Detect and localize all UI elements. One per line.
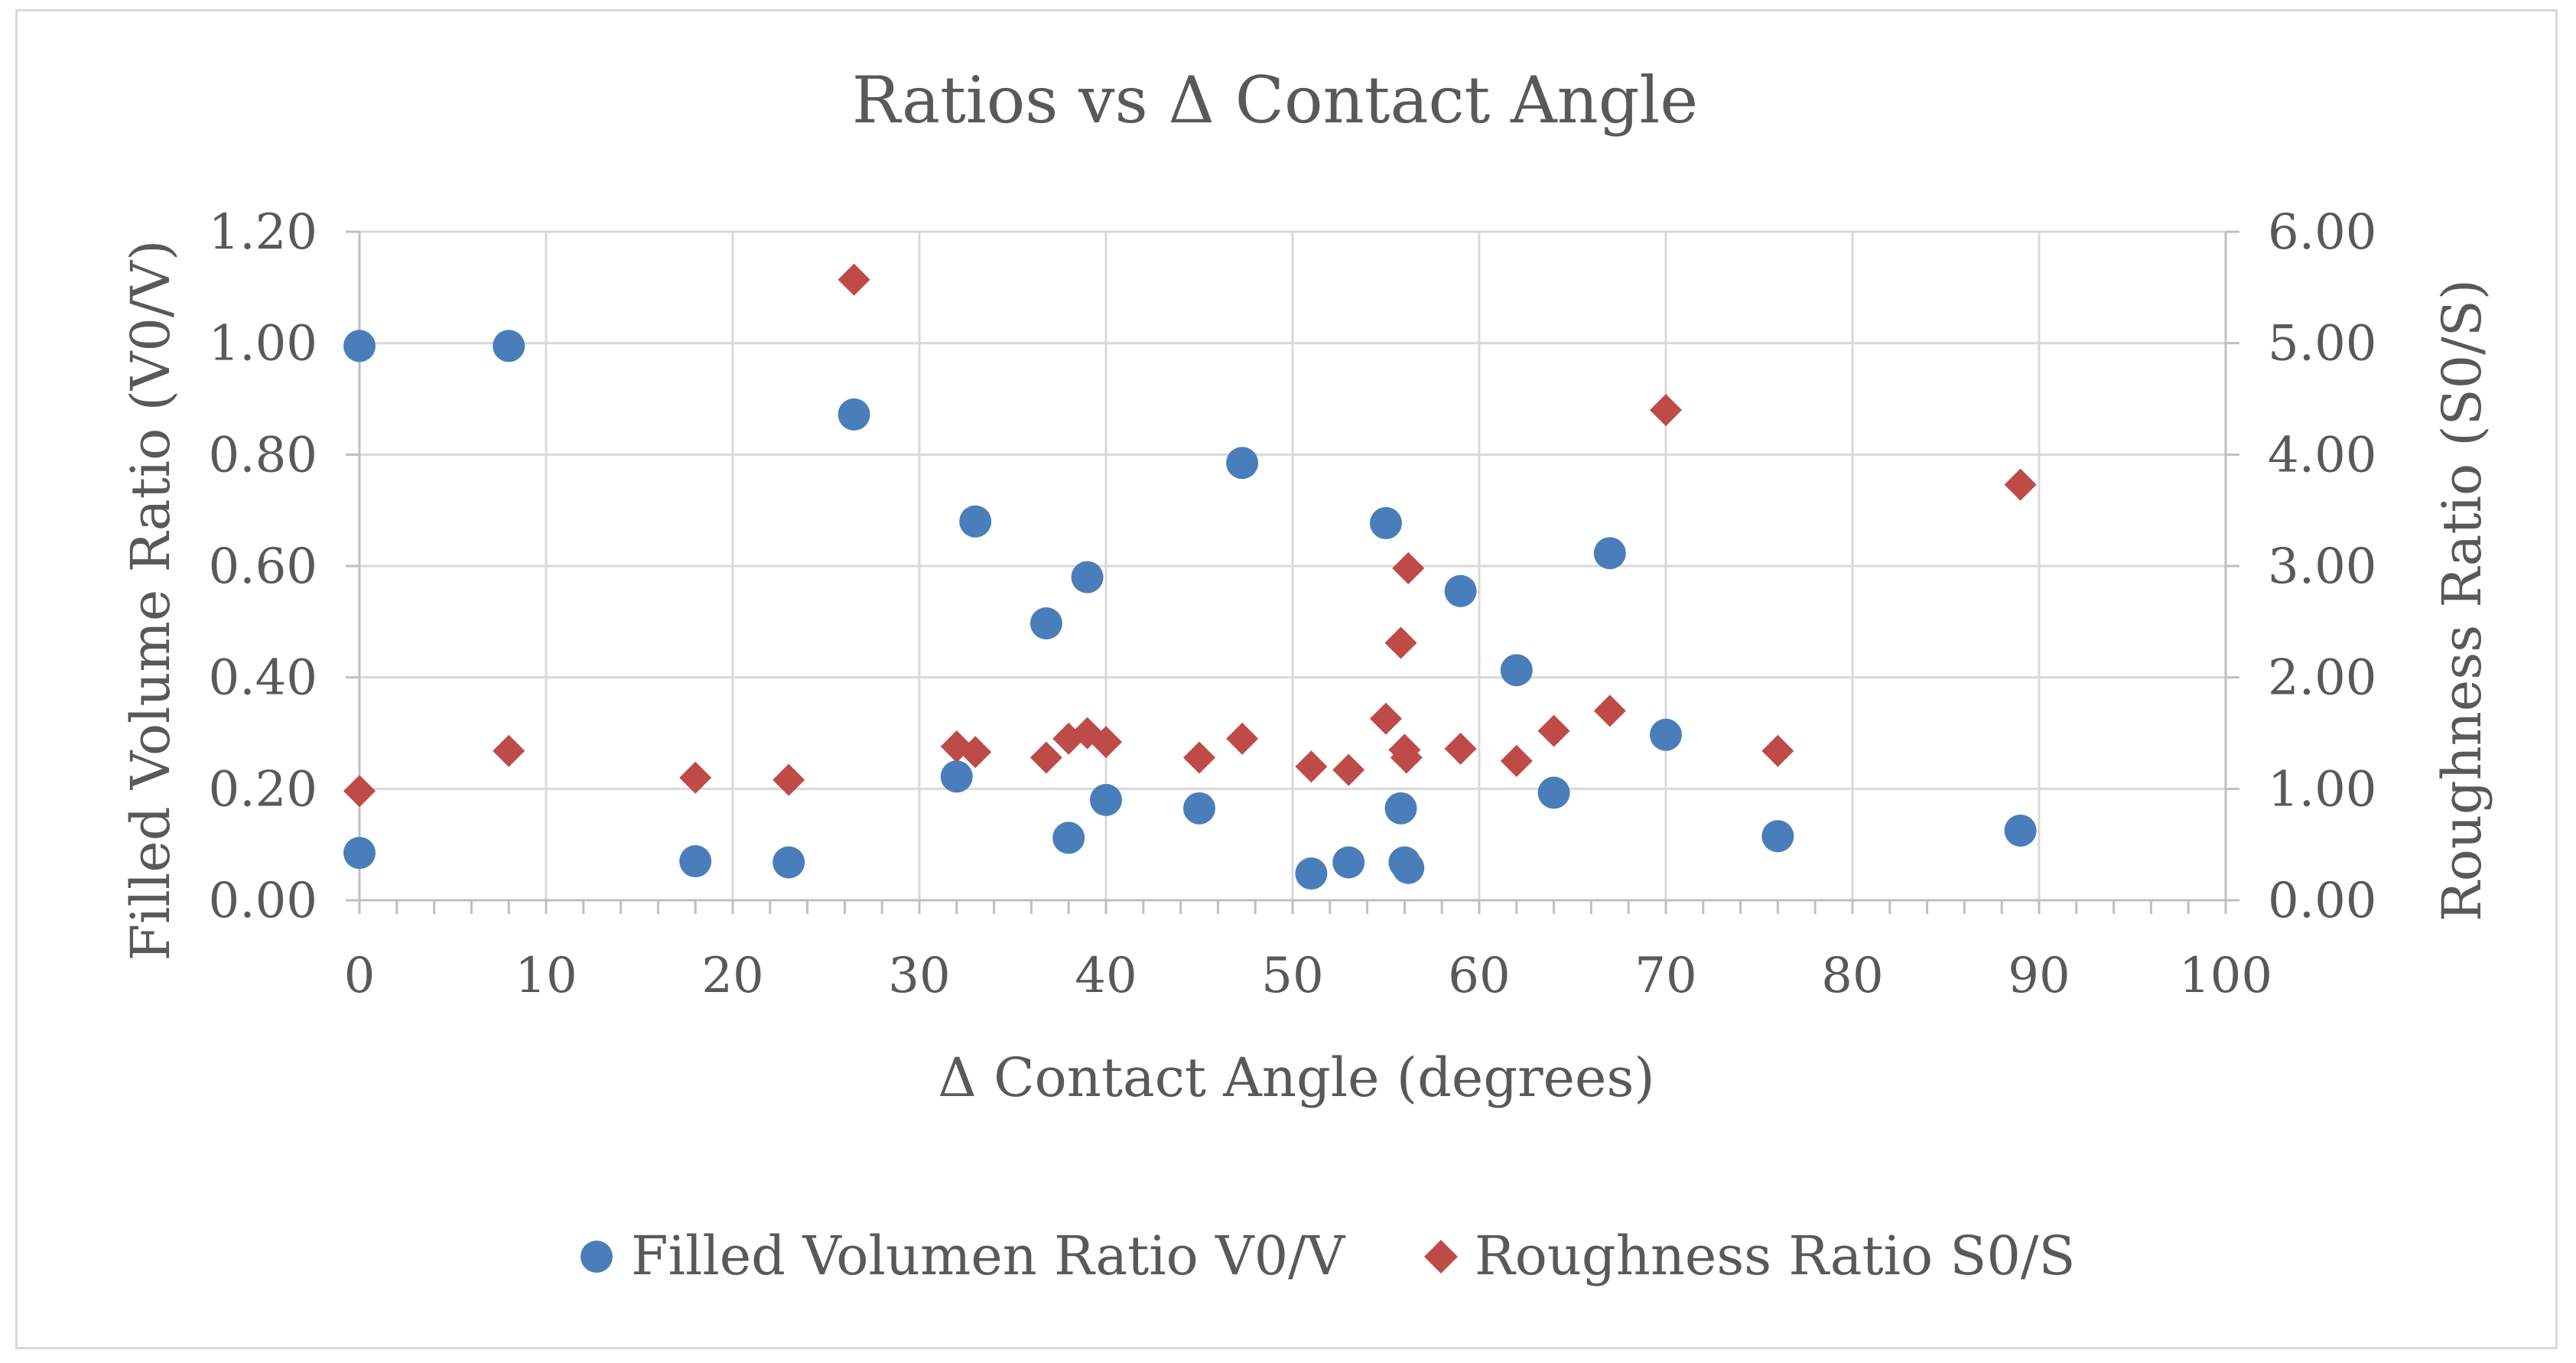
data-point-roughness	[2004, 468, 2037, 501]
data-point-volume	[493, 330, 525, 363]
y2-tick-label: 3.00	[2268, 538, 2377, 595]
axes	[346, 230, 2239, 914]
data-point-roughness	[1392, 551, 1425, 584]
data-point-volume	[1226, 447, 1259, 480]
data-point-volume	[772, 846, 805, 879]
chart-frame: Ratios vs Δ Contact Angle 0 10 20 30 40 50 60 7…	[15, 9, 2558, 1349]
x-tick-label: 30	[888, 948, 950, 1004]
x-tick-label: 50	[1261, 948, 1323, 1004]
data-point-volume	[838, 398, 870, 431]
data-point-roughness	[1537, 714, 1570, 747]
x-tick-label: 40	[1075, 948, 1137, 1004]
data-point-volume	[1444, 574, 1477, 607]
data-point-roughness	[1090, 726, 1122, 759]
data-point-roughness	[679, 761, 712, 794]
gridlines	[359, 230, 2227, 900]
scatter-chart: Ratios vs Δ Contact Angle 0 10 20 30 40 50 60 7…	[119, 63, 2493, 1287]
y-tick-label: 0.40	[209, 650, 318, 707]
data-point-volume	[1090, 783, 1122, 816]
y2-tick-label: 2.00	[2268, 650, 2377, 707]
data-point-roughness	[493, 734, 525, 767]
data-point-roughness	[1029, 741, 1062, 774]
x-tick-label: 100	[2179, 948, 2272, 1004]
data-point-roughness	[1761, 734, 1794, 767]
x-tick-label: 80	[1821, 948, 1883, 1004]
y-axis-title: Filled Volume Ratio (V0/V)	[119, 240, 182, 961]
y2-tick-label: 6.00	[2268, 204, 2377, 261]
data-point-volume	[1384, 792, 1417, 825]
data-point-roughness	[1650, 394, 1682, 427]
data-point-roughness	[1444, 732, 1477, 765]
data-point-volume	[940, 760, 973, 793]
legend: Filled Volumen Ratio V0/V Roughness Rati…	[581, 1225, 2075, 1287]
data-point-volume	[1071, 561, 1104, 594]
x-tick-label: 20	[701, 948, 763, 1004]
data-point-volume	[1183, 792, 1215, 825]
data-point-roughness	[1500, 744, 1533, 777]
x-axis-title: Δ Contact Angle (degrees)	[938, 1046, 1654, 1109]
legend-marker-roughness	[1424, 1240, 1458, 1274]
data-point-volume	[1029, 607, 1062, 640]
data-point-volume	[1392, 851, 1425, 884]
data-point-volume	[1593, 537, 1626, 570]
data-point-volume	[1052, 821, 1085, 854]
data-point-volume	[1370, 506, 1402, 539]
data-point-roughness	[1332, 753, 1365, 786]
y2-tick-label: 1.00	[2268, 761, 2377, 818]
data-point-volume	[1295, 857, 1328, 890]
y2-tick-label: 5.00	[2268, 316, 2377, 372]
data-point-roughness	[1370, 702, 1402, 735]
data-point-roughness	[343, 775, 376, 808]
data-point-volume	[1537, 776, 1570, 809]
data-point-roughness	[959, 736, 992, 769]
y2-tick-label: 0.00	[2268, 873, 2377, 929]
data-point-volume	[959, 505, 992, 538]
chart-title: Ratios vs Δ Contact Angle	[852, 63, 1698, 138]
x-tick-label: 60	[1448, 948, 1510, 1004]
x-tick-label: 90	[2008, 948, 2070, 1004]
x-tick-label: 70	[1634, 948, 1696, 1004]
data-point-volume	[679, 845, 712, 878]
data-series	[343, 263, 2037, 890]
data-point-volume	[1332, 846, 1365, 879]
data-point-roughness	[1183, 741, 1215, 774]
data-point-roughness	[838, 263, 870, 296]
y2-tick-label: 4.00	[2268, 427, 2377, 483]
legend-marker-volume	[581, 1241, 613, 1273]
data-point-volume	[343, 330, 376, 363]
y-tick-label: 0.60	[209, 538, 318, 595]
series-filled-volume-ratio	[343, 330, 2037, 890]
data-point-roughness	[1593, 695, 1626, 727]
data-point-roughness	[1295, 750, 1328, 783]
data-point-roughness	[1226, 722, 1259, 755]
y-tick-label: 1.00	[209, 316, 318, 372]
legend-label-roughness: Roughness Ratio S0/S	[1475, 1225, 2075, 1287]
y-tick-label: 0.20	[209, 761, 318, 818]
data-point-volume	[2004, 814, 2037, 847]
y-tick-label: 0.80	[209, 427, 318, 483]
y2-axis-title: Roughness Ratio (S0/S)	[2431, 279, 2493, 922]
y-tick-label: 1.20	[209, 204, 318, 261]
tick-labels: 0 10 20 30 40 50 60 70 80 90 100 0.00 0.20 0.40 0.60 0.…	[209, 204, 2377, 1004]
data-point-volume	[1761, 820, 1794, 853]
legend-label-volume: Filled Volumen Ratio V0/V	[631, 1225, 1346, 1287]
data-point-roughness	[1390, 741, 1423, 774]
data-point-volume	[1650, 718, 1682, 751]
series-roughness-ratio	[343, 263, 2037, 808]
y-tick-label: 0.00	[209, 873, 318, 929]
data-point-roughness	[1384, 626, 1417, 659]
data-point-roughness	[772, 763, 805, 796]
x-tick-label: 10	[515, 948, 577, 1004]
x-tick-label: 0	[344, 948, 376, 1004]
data-point-volume	[1500, 654, 1533, 687]
data-point-volume	[343, 837, 376, 870]
